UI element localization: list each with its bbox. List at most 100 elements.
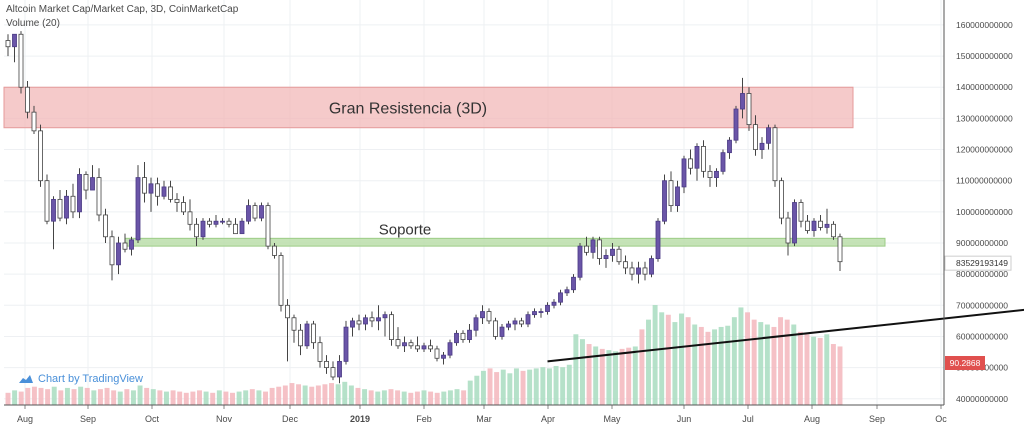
volume-bar [322, 384, 327, 405]
volume-bar [573, 334, 578, 405]
candle-body [500, 327, 504, 336]
candle-body [233, 224, 237, 233]
volume-bar [514, 368, 519, 405]
candle-body [701, 146, 705, 171]
candle-body [753, 125, 757, 150]
volume-bar [824, 334, 829, 405]
volume-bar [72, 389, 77, 405]
candle-body [272, 246, 276, 255]
candle-body [136, 178, 140, 240]
candle-body [805, 221, 809, 230]
volume-bar [613, 351, 618, 405]
candle-body [279, 255, 283, 305]
candle-body [298, 330, 302, 346]
candle-body [552, 302, 556, 305]
candle-body [84, 174, 88, 190]
volume-bar [309, 387, 314, 405]
volume-bar [289, 383, 294, 405]
volume-bar [349, 385, 354, 405]
volume-bar [738, 307, 743, 405]
candle-body [337, 361, 341, 377]
volume-bar [151, 389, 156, 405]
volume-bar [554, 366, 559, 405]
candle-body [123, 243, 127, 249]
support-zone [125, 238, 885, 246]
volume-bar [336, 384, 341, 405]
volume-bar [468, 381, 473, 405]
volume-bar [329, 383, 334, 405]
volume-bar [422, 390, 427, 405]
candle-body [779, 181, 783, 218]
chart-title: Altcoin Market Cap/Market Cap, 3D, CoinM… [6, 4, 238, 15]
candle-body [636, 268, 640, 274]
volume-bar [263, 392, 268, 405]
volume-bar [32, 387, 37, 405]
candle-body [480, 312, 484, 318]
candle-body [77, 174, 81, 211]
candle-body [662, 181, 666, 222]
candle-body [734, 109, 738, 140]
x-tick-label: Jun [677, 414, 692, 424]
x-tick-label: Jul [742, 414, 754, 424]
volume-bar [752, 320, 757, 405]
candle-body [90, 178, 94, 190]
volume-bar [118, 392, 123, 405]
candle-body [467, 330, 471, 339]
volume-bar [639, 329, 644, 405]
candle-body [688, 159, 692, 168]
volume-bar [52, 387, 57, 405]
candle-body [760, 143, 764, 149]
candle-body [831, 224, 835, 236]
candle-body [110, 237, 114, 265]
x-tick-label: Sep [80, 414, 96, 424]
volume-bar [210, 393, 215, 405]
x-tick-label: Apr [541, 414, 555, 424]
x-tick-label: Dec [282, 414, 299, 424]
volume-bar [276, 387, 281, 405]
candle-body [181, 203, 185, 212]
candle-body [324, 361, 328, 367]
x-tick-label: Oct [145, 414, 160, 424]
volume-bar [692, 325, 697, 405]
candle-body [402, 343, 406, 346]
volume-bar [138, 385, 143, 405]
candle-body [227, 221, 231, 224]
volume-bar [256, 390, 261, 405]
candle-body [155, 184, 159, 196]
tradingview-watermark[interactable]: Chart by TradingView [18, 373, 143, 385]
volume-bar [375, 392, 380, 405]
support-label: Soporte [379, 221, 432, 238]
candle-body [708, 171, 712, 177]
candle-body [812, 221, 816, 230]
volume-bar [461, 390, 466, 405]
candle-body [526, 315, 530, 324]
candle-body [630, 268, 634, 274]
candle-body [786, 218, 790, 243]
volume-bar [606, 350, 611, 405]
volume-bar [237, 392, 242, 405]
volume-bar [197, 390, 202, 405]
candle-body [428, 346, 432, 349]
candle-body [714, 171, 718, 177]
x-tick-label: May [603, 414, 621, 424]
candle-body [357, 321, 361, 324]
volume-bar [58, 390, 63, 405]
candle-body [246, 206, 250, 222]
volume-bar [217, 390, 222, 405]
candle-body [142, 178, 146, 194]
candle-body [6, 41, 10, 47]
volume-bar [283, 385, 288, 405]
candle-body [578, 246, 582, 277]
candle-body [116, 243, 120, 265]
candle-body [675, 187, 679, 206]
candle-body [259, 206, 263, 218]
volume-bar [805, 334, 810, 405]
volume-bar [415, 392, 420, 405]
candle-body [487, 312, 491, 321]
volume-bar [230, 393, 235, 405]
volume-bar [369, 390, 374, 405]
volume-bar [653, 305, 658, 405]
candle-body [194, 224, 198, 236]
volume-bar [547, 368, 552, 405]
candle-body [682, 159, 686, 187]
